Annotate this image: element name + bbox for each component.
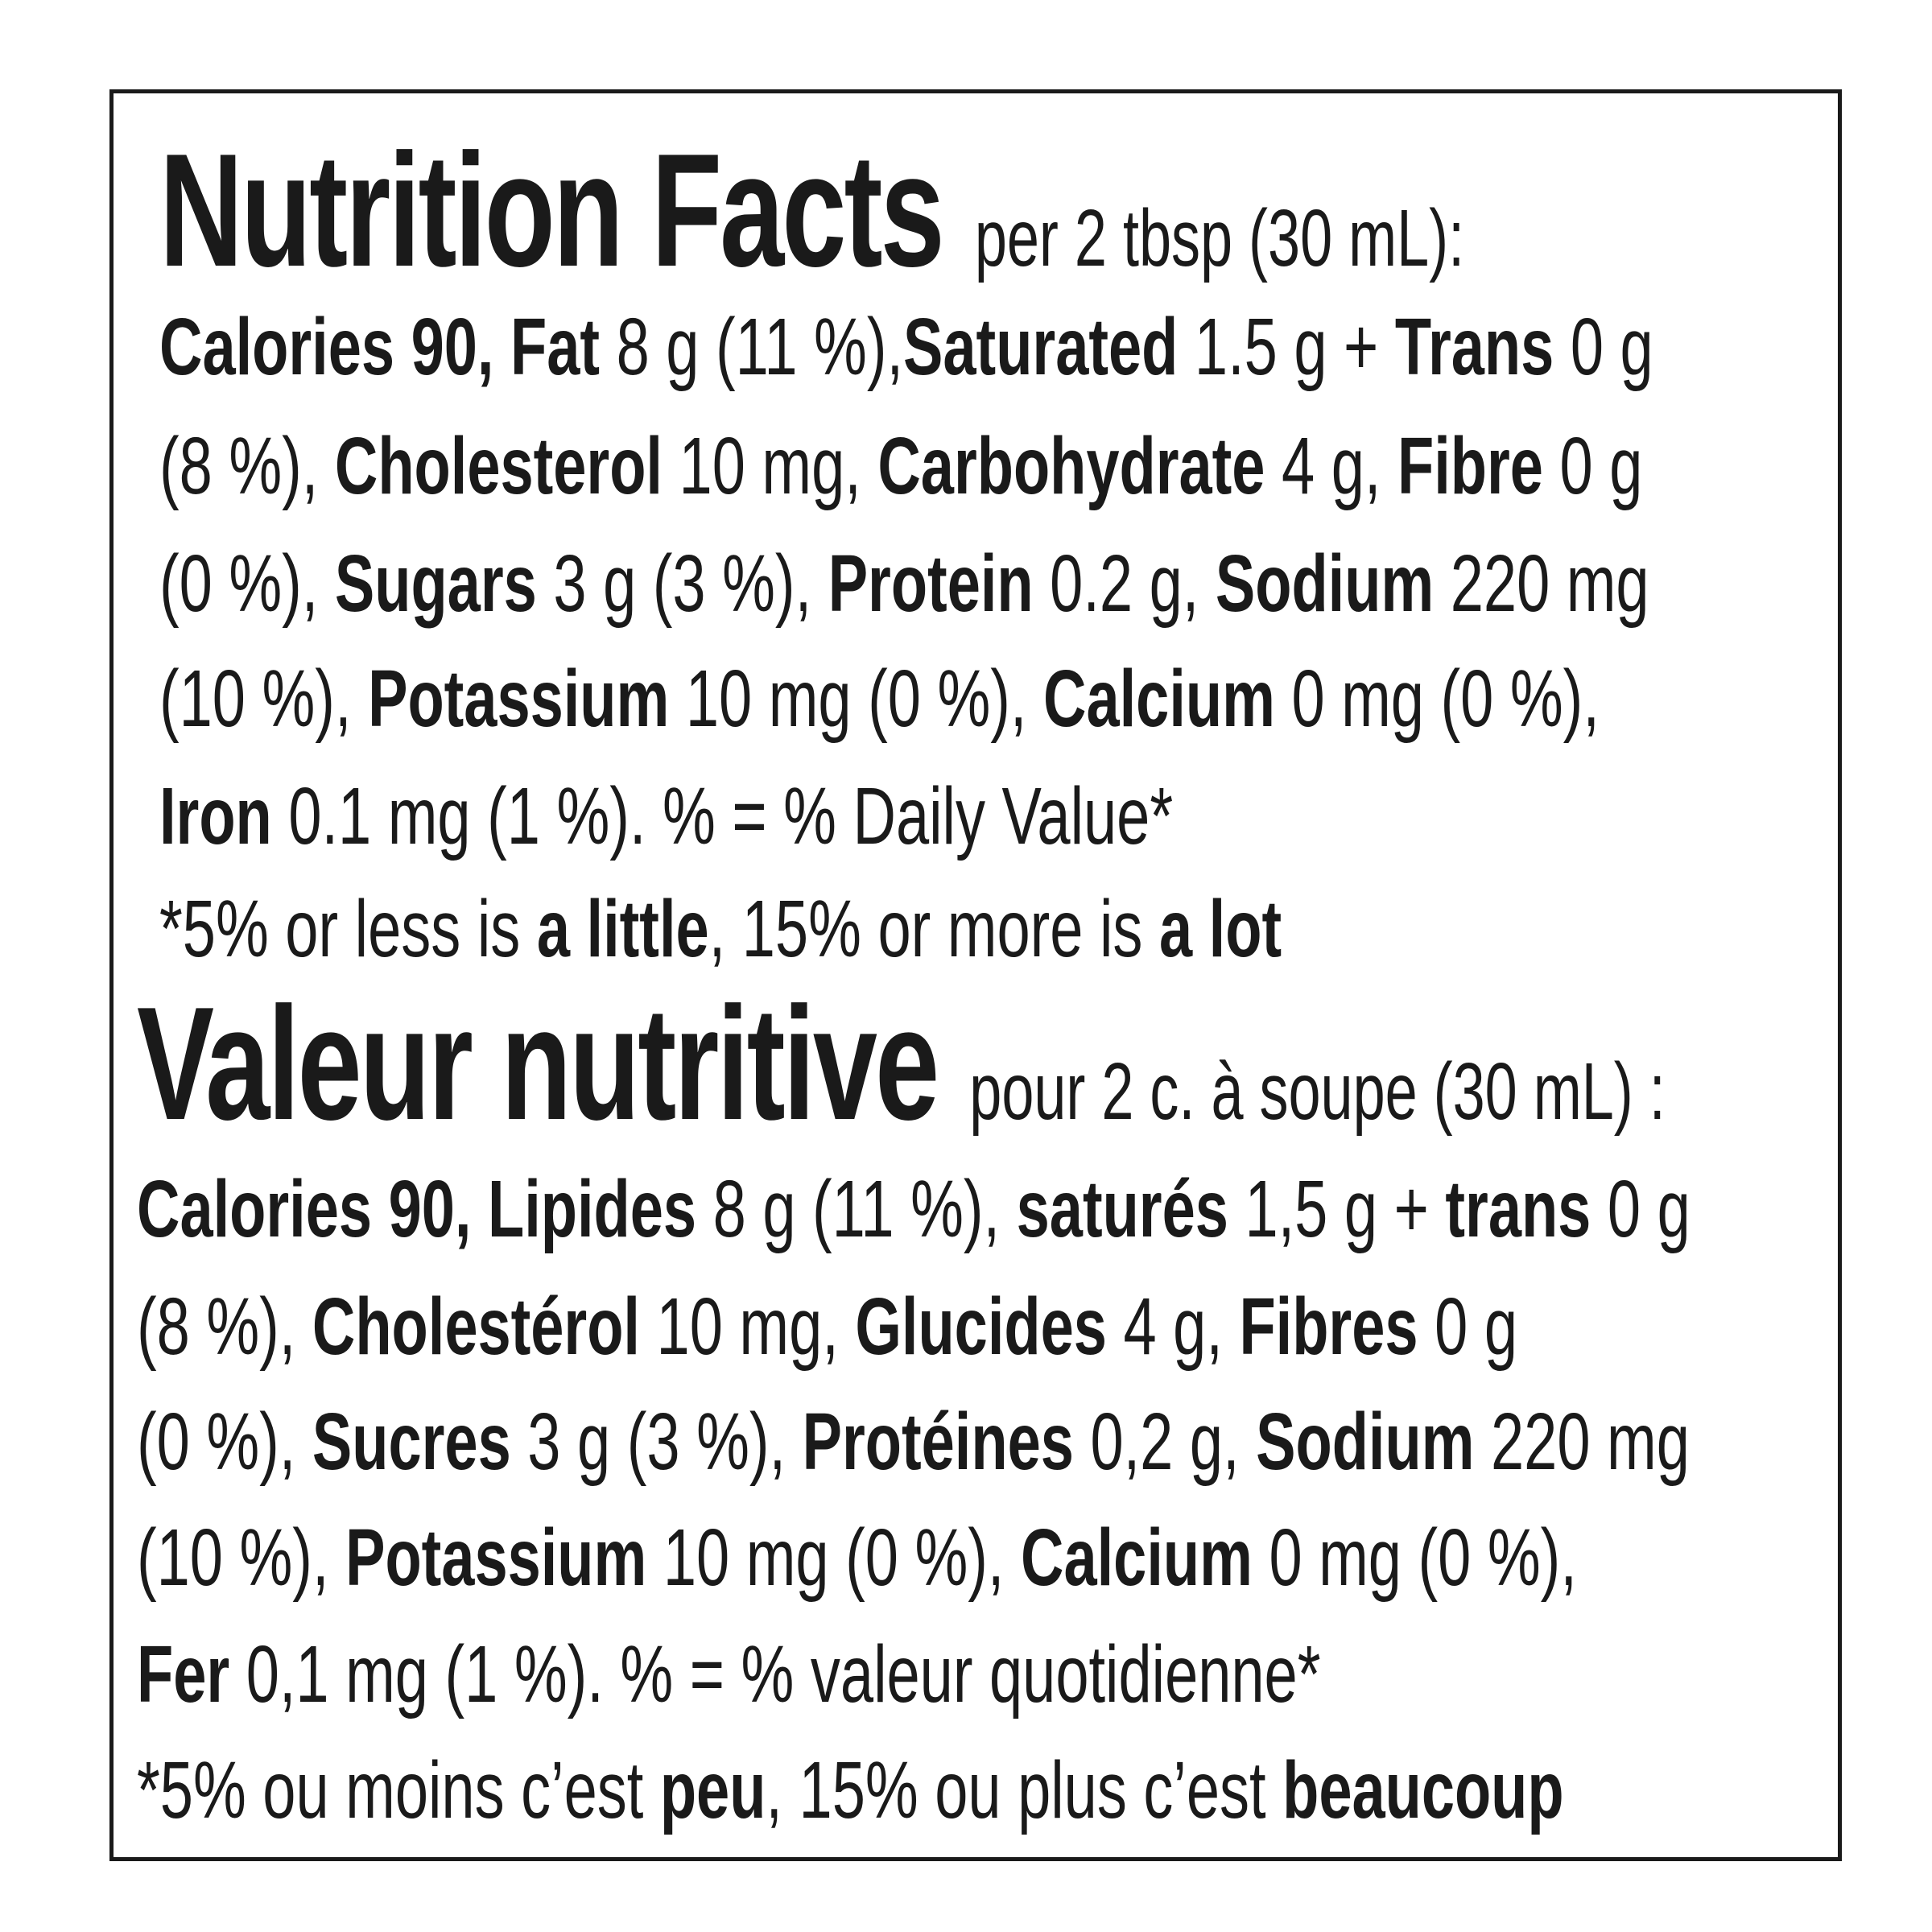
nutrient-amount: 0.1 mg (1 %). % = % Daily Value*	[288, 771, 1174, 861]
nutrient-amount: 0 g	[1570, 302, 1653, 392]
nutrient-name: Protéines	[802, 1397, 1091, 1487]
nutrient-amount: 8 g (11 %),	[616, 302, 904, 392]
nutrient-name: Sodium	[1256, 1397, 1492, 1487]
nutrient-line: (8 %), Cholesterol 10 mg, Carbohydrate 4…	[159, 426, 1642, 506]
nutrient-amount: 0.2 g,	[1050, 539, 1216, 629]
nutrient-amount: 8 g (11 %),	[712, 1164, 1017, 1254]
nutrient-name: Sodium	[1215, 539, 1451, 629]
nutrient-amount: (0 %),	[159, 539, 335, 629]
nutrient-amount: 10 mg,	[656, 1282, 856, 1372]
nutrient-amount: 1,5 g +	[1245, 1164, 1446, 1254]
nutrient-amount: 0,1 mg (1 %). % = % valeur quotidienne*	[246, 1629, 1321, 1719]
nutrient-name: Glucides	[855, 1282, 1124, 1372]
nutrient-name: Sugars	[334, 539, 554, 629]
nutrient-name: Fibres	[1239, 1282, 1435, 1372]
nutrient-amount: 3 g (3 %),	[553, 539, 828, 629]
nutrient-name: Calories 90, Lipides	[137, 1164, 713, 1254]
nutrient-amount: 10 mg,	[679, 421, 878, 511]
nutrient-name: Fer	[137, 1629, 246, 1719]
nutrient-amount: *5% or less is	[159, 884, 537, 974]
nutrient-line: Iron 0.1 mg (1 %). % = % Daily Value*	[159, 776, 1173, 857]
serving-size: pour 2 c. à soupe (30 mL) :	[969, 1046, 1666, 1137]
nutrient-amount: 0 g	[1435, 1282, 1517, 1372]
nutrient-name: Fibre	[1397, 421, 1560, 511]
nutrient-amount: *5% ou moins c’est	[137, 1745, 660, 1835]
nutrient-line: (0 %), Sucres 3 g (3 %), Protéines 0,2 g…	[137, 1402, 1690, 1482]
nutrient-amount: 220 mg	[1491, 1397, 1690, 1487]
nutrient-name: beaucoup	[1282, 1745, 1564, 1835]
nutrient-amount: 0 mg (0 %),	[1291, 654, 1600, 744]
nutrient-amount: 4 g,	[1123, 1282, 1240, 1372]
nutrient-amount: , 15% or more is	[708, 884, 1159, 974]
nutrient-amount: (10 %),	[159, 654, 369, 744]
nutrient-name: peu	[659, 1745, 766, 1835]
nutrient-name: Cholesterol	[334, 421, 679, 511]
nutrient-amount: 0,2 g,	[1090, 1397, 1257, 1487]
nutrient-line: (10 %), Potassium 10 mg (0 %), Calcium 0…	[137, 1517, 1577, 1598]
nutrient-line: Calories 90, Fat 8 g (11 %),Saturated 1.…	[159, 307, 1653, 387]
nutrient-line: Fer 0,1 mg (1 %). % = % valeur quotidien…	[137, 1634, 1321, 1715]
nutrient-name: Potassium	[345, 1513, 663, 1603]
section-heading: Nutrition Facts per 2 tbsp (30 mL):	[159, 130, 1464, 291]
nutrient-amount: 1.5 g +	[1194, 302, 1395, 392]
nutrient-line: (8 %), Cholestérol 10 mg, Glucides 4 g, …	[137, 1286, 1517, 1367]
heading-title: Nutrition Facts	[159, 121, 945, 300]
nutrient-amount: 4 g,	[1282, 421, 1398, 511]
nutrient-amount: 220 mg	[1450, 539, 1649, 629]
nutrient-amount: 3 g (3 %),	[527, 1397, 803, 1487]
nutrient-amount: 0 mg (0 %),	[1269, 1513, 1577, 1603]
nutrient-amount: 10 mg (0 %),	[685, 654, 1044, 744]
nutrient-name: trans	[1445, 1164, 1608, 1254]
serving-size: per 2 tbsp (30 mL):	[974, 193, 1465, 283]
nutrient-amount: 0 g	[1607, 1164, 1690, 1254]
nutrient-name: Calcium	[1021, 1513, 1269, 1603]
nutrient-name: Cholestérol	[312, 1282, 657, 1372]
nutrient-amount: (8 %),	[159, 421, 335, 511]
heading-title: Valeur nutritive	[137, 974, 939, 1154]
nutrient-name: saturés	[1016, 1164, 1245, 1254]
nutrient-name: Calcium	[1043, 654, 1292, 744]
nutrient-name: Protein	[828, 539, 1051, 629]
nutrient-name: a little	[536, 884, 709, 974]
nutrient-amount: (10 %),	[137, 1513, 346, 1603]
nutrient-name: Calories 90, Fat	[159, 302, 617, 392]
nutrient-line: *5% ou moins c’est peu, 15% ou plus c’es…	[137, 1750, 1564, 1831]
nutrient-amount: 10 mg (0 %),	[663, 1513, 1022, 1603]
nutrient-name: Iron	[159, 771, 289, 861]
nutrient-amount: , 15% ou plus c’est	[766, 1745, 1283, 1835]
nutrient-name: Sucres	[312, 1397, 528, 1487]
nutrient-amount: (8 %),	[137, 1282, 312, 1372]
nutrient-name: Potassium	[368, 654, 686, 744]
section-heading: Valeur nutritive pour 2 c. à soupe (30 m…	[137, 984, 1666, 1145]
nutrient-line: (0 %), Sugars 3 g (3 %), Protein 0.2 g, …	[159, 543, 1649, 624]
nutrient-amount: (0 %),	[137, 1397, 312, 1487]
nutrient-name: Carbohydrate	[877, 421, 1282, 511]
nutrient-line: *5% or less is a little, 15% or more is …	[159, 889, 1282, 969]
label-border	[109, 89, 1842, 1861]
nutrient-name: Saturated	[903, 302, 1195, 392]
nutrient-line: (10 %), Potassium 10 mg (0 %), Calcium 0…	[159, 658, 1600, 739]
nutrient-amount: 0 g	[1559, 421, 1643, 511]
nutrient-name: a lot	[1158, 884, 1282, 974]
nutrient-name: Trans	[1394, 302, 1571, 392]
nutrient-line: Calories 90, Lipides 8 g (11 %), saturés…	[137, 1169, 1690, 1249]
